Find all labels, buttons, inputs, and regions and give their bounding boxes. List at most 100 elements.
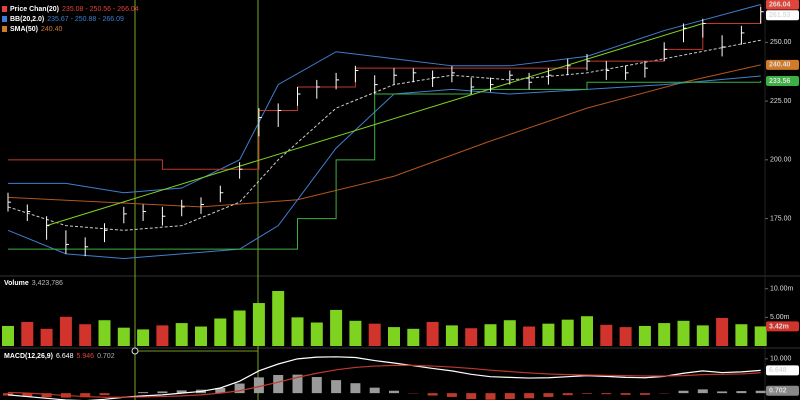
histogram-bar [485,393,496,400]
value-readout-box [766,385,799,396]
histogram-bar [176,390,187,394]
histogram-bar [215,388,226,394]
volume-bar [542,323,555,346]
legend-entry: SMA(50) 240.40 [10,26,63,33]
signal-line [7,364,761,398]
price-bar [123,206,127,224]
volume-bar [40,328,53,346]
volume-bar [137,329,150,346]
pane-title-name: Volume [4,280,29,287]
volume-bar [716,317,729,346]
price-bar [432,70,436,87]
price-bar [663,42,668,62]
volume-bar [291,317,304,346]
histogram-bar [504,393,515,399]
histogram-bar [427,393,438,396]
histogram-bar [524,393,535,399]
value-readout-box [766,365,799,376]
volume-bar [600,324,613,346]
value-readout: 0.702 [769,388,787,395]
histogram-bar [311,377,322,394]
price-bar [277,103,282,127]
volume-bar [59,316,72,346]
histogram-bar [601,393,612,395]
volume-bar [407,328,420,346]
overlay-line [46,23,703,227]
price-bar [316,79,320,99]
price-bar [354,65,359,83]
overlay-line [7,64,761,208]
volume-bar [330,309,343,346]
volume-bar [503,320,516,346]
volume-bar [426,321,439,346]
volume-bar [735,324,748,346]
value-readout: 266.04 [769,1,791,8]
value-readout: 233.56 [769,78,791,85]
histogram-bar [369,387,380,394]
volume-bar [117,327,130,346]
price-bar [104,223,108,243]
price-bar [451,65,455,83]
price-bar [374,75,378,95]
price-bar [46,216,50,240]
price-bar [258,108,262,137]
overlay-line [7,75,761,260]
y-tick-label: 250.00 [770,39,792,46]
legend-entry: Price Chan(20) 235.08 - 250.56 - 266.04 [10,6,139,13]
price-bar [161,206,166,226]
volume-bar [638,325,651,346]
price-bar [702,18,706,38]
price-bar [644,61,648,78]
histogram-bar [736,391,747,394]
volume-bar [98,320,111,346]
volume-bar [465,328,478,346]
histogram-bar [543,393,554,397]
cursor-handle [131,347,139,355]
histogram-bar [350,383,361,394]
legend-values: 235.67 - 250.88 - 266.09 [47,16,124,23]
legend-swatch [2,6,7,12]
histogram-bar [80,393,91,398]
pane-title-value: 3,423,786 [32,280,63,287]
volume-bar [349,320,362,346]
volume-bar [523,326,536,346]
price-bar [219,185,224,203]
pane-title-value: 0.702 [97,353,115,360]
y-tick-label: 10.000 [770,356,792,363]
pane-title: MACD(12,26,9) 6.648 5.946 0.702 [4,353,115,360]
price-bar [528,72,533,90]
histogram-bar [562,393,573,396]
value-readout-box [766,59,799,70]
value-readout: 3.42m [769,323,789,330]
value-readout: 240.40 [769,62,791,69]
histogram-bar [466,393,477,399]
price-bar [760,7,764,24]
price-bar [683,23,687,43]
histogram-bar [41,393,52,398]
volume-bar [272,291,285,346]
price-bar [181,199,185,217]
volume-bar [368,323,381,346]
value-readout: 261.53 [769,12,791,19]
volume-bar [233,310,246,346]
volume-bar [561,319,574,346]
overlay-line [8,4,762,170]
price-bar [200,197,204,214]
legend-swatch [2,16,7,22]
value-readout: 6.648 [769,367,787,374]
overlay-line [8,4,761,194]
histogram-bar [273,374,284,394]
price-bar [605,61,610,80]
legend-values: 240.40 [41,26,63,33]
value-readout-box [766,75,799,86]
y-tick-label: 10.00m [770,286,794,293]
legend-name: BB(20,2.0) [10,16,44,23]
histogram-bar [253,377,264,394]
volume-bar [677,320,690,346]
volume-bar [252,303,265,346]
value-readout-box [766,321,799,332]
price-bar [239,162,243,179]
volume-bar [658,323,671,346]
price-bar [297,86,301,106]
